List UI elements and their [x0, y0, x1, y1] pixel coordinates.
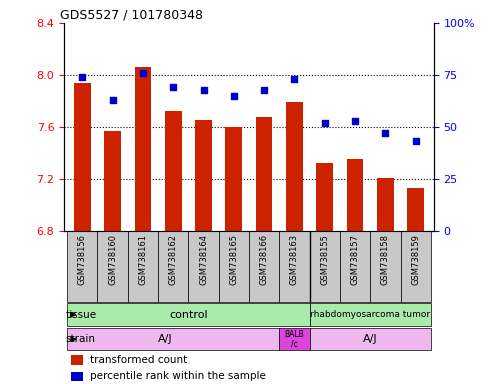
Bar	[67, 328, 279, 350]
Point	[290, 76, 298, 82]
Bar	[317, 163, 333, 231]
Bar	[71, 372, 83, 381]
Text: GSM738155: GSM738155	[320, 234, 329, 285]
Text: transformed count: transformed count	[90, 355, 187, 365]
Text: GSM738157: GSM738157	[351, 234, 359, 285]
Text: tissue: tissue	[66, 310, 97, 319]
Point	[260, 86, 268, 93]
Point	[382, 130, 389, 136]
Bar	[377, 177, 394, 231]
Point	[139, 70, 147, 76]
Bar	[225, 127, 242, 231]
Bar	[135, 67, 151, 231]
Bar	[310, 231, 340, 302]
Text: GSM738166: GSM738166	[260, 234, 269, 285]
Bar	[74, 83, 91, 231]
Bar	[67, 303, 310, 326]
Bar	[400, 231, 431, 302]
Bar	[286, 102, 303, 231]
Text: percentile rank within the sample: percentile rank within the sample	[90, 371, 266, 381]
Text: GSM738165: GSM738165	[229, 234, 238, 285]
Bar	[347, 159, 363, 231]
Point	[412, 138, 420, 144]
Point	[169, 84, 177, 91]
Bar	[128, 231, 158, 302]
Bar	[249, 231, 279, 302]
Bar	[104, 131, 121, 231]
Point	[108, 97, 116, 103]
Text: A/J: A/J	[363, 334, 378, 344]
Text: GSM738158: GSM738158	[381, 234, 390, 285]
Text: rhabdomyosarcoma tumor: rhabdomyosarcoma tumor	[310, 310, 430, 319]
Text: GDS5527 / 101780348: GDS5527 / 101780348	[61, 9, 204, 22]
Text: GSM738156: GSM738156	[78, 234, 87, 285]
Bar	[256, 116, 273, 231]
Text: control: control	[169, 310, 208, 319]
Bar	[219, 231, 249, 302]
Text: GSM738159: GSM738159	[411, 234, 420, 285]
Bar	[165, 111, 181, 231]
Text: GSM738161: GSM738161	[139, 234, 147, 285]
Point	[351, 118, 359, 124]
Bar	[71, 356, 83, 364]
Bar	[340, 231, 370, 302]
Bar	[310, 328, 431, 350]
Text: BALB
/c: BALB /c	[284, 329, 304, 349]
Point	[230, 93, 238, 99]
Point	[321, 120, 329, 126]
Text: GSM738163: GSM738163	[290, 234, 299, 285]
Bar	[279, 328, 310, 350]
Bar	[310, 303, 431, 326]
Text: A/J: A/J	[158, 334, 173, 344]
Bar	[98, 231, 128, 302]
Point	[78, 74, 86, 80]
Bar	[188, 231, 219, 302]
Text: GSM738164: GSM738164	[199, 234, 208, 285]
Bar	[279, 231, 310, 302]
Bar	[370, 231, 400, 302]
Bar	[407, 188, 424, 231]
Bar	[158, 231, 188, 302]
Bar	[195, 121, 212, 231]
Text: GSM738160: GSM738160	[108, 234, 117, 285]
Text: GSM738162: GSM738162	[169, 234, 177, 285]
Point	[200, 86, 208, 93]
Text: strain: strain	[66, 334, 96, 344]
Bar	[67, 231, 98, 302]
